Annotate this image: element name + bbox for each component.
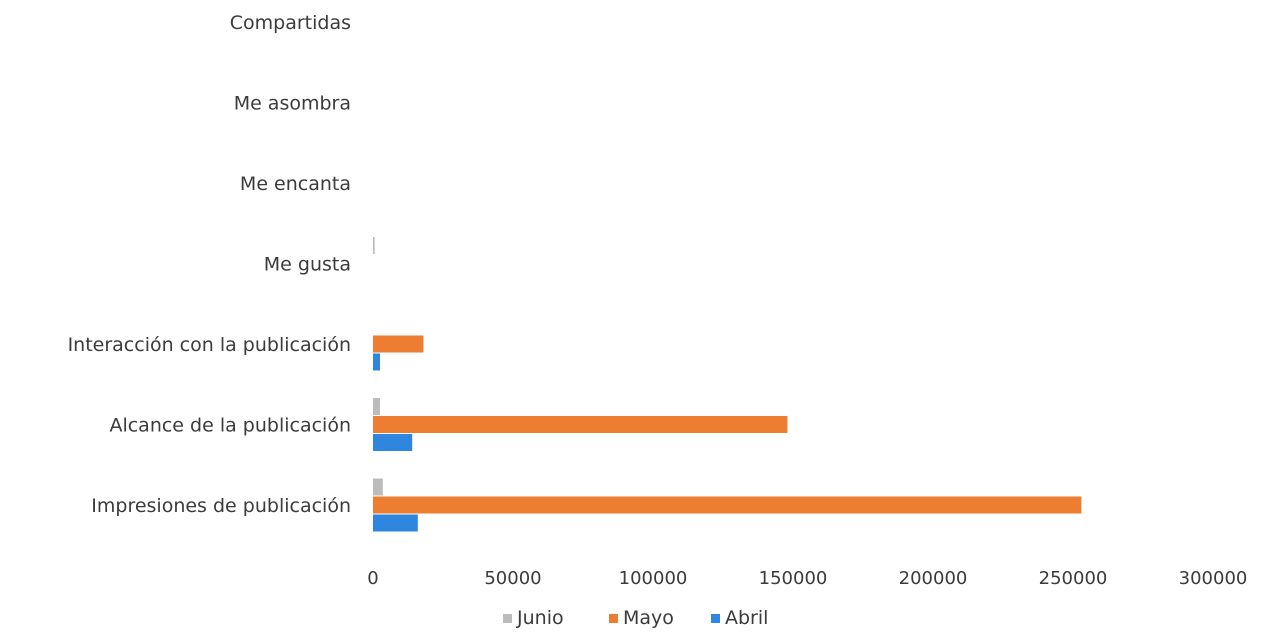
legend-swatch-junio: [503, 614, 512, 623]
legend-swatch-mayo: [609, 614, 618, 623]
legend-label-abril: Abril: [725, 607, 768, 629]
bar-mayo-alcance-de-la-publicacion: [373, 416, 788, 433]
category-label-interaccion-con-la-publicacion: Interacción con la publicación: [68, 334, 351, 356]
legend: Junio Mayo Abril: [503, 607, 768, 629]
bar-mayo-interaccion-con-la-publicacion: [373, 335, 424, 353]
legend-swatch-abril: [711, 614, 720, 623]
category-label-me-gusta: Me gusta: [264, 254, 351, 276]
category-label-me-encanta: Me encanta: [240, 173, 351, 195]
category-label-impresiones-de-publicacion: Impresiones de publicación: [91, 495, 351, 517]
bars-layer: [373, 237, 1082, 532]
category-label-me-asombra: Me asombra: [234, 93, 351, 115]
x-tick-label-250000: 250000: [1039, 568, 1108, 589]
x-tick-label-100000: 100000: [619, 568, 688, 589]
x-tick-label-300000: 300000: [1179, 568, 1248, 589]
x-tick-label-0: 0: [367, 568, 378, 589]
bar-abril-alcance-de-la-publicacion: [373, 434, 413, 451]
legend-label-mayo: Mayo: [623, 607, 674, 629]
category-label-compartidas: Compartidas: [230, 12, 351, 34]
bar-abril-impresiones-de-publicacion: [373, 514, 418, 532]
x-tick-label-50000: 50000: [484, 568, 541, 589]
x-axis-tick-labels: 0 50000 100000 150000 200000 250000 300000: [367, 568, 1247, 589]
category-label-alcance-de-la-publicacion: Alcance de la publicación: [109, 415, 351, 437]
bar-junio-alcance-de-la-publicacion: [373, 398, 380, 415]
bar-junio-impresiones-de-publicacion: [373, 478, 383, 496]
legend-label-junio: Junio: [516, 607, 564, 629]
bar-abril-interaccion-con-la-publicacion: [373, 353, 380, 371]
bar-mayo-impresiones-de-publicacion: [373, 496, 1082, 514]
bar-junio-me-gusta: [373, 237, 375, 254]
x-tick-label-150000: 150000: [759, 568, 828, 589]
x-tick-label-200000: 200000: [899, 568, 968, 589]
category-labels: Compartidas Me asombra Me encanta Me gusta I…: [68, 12, 351, 517]
